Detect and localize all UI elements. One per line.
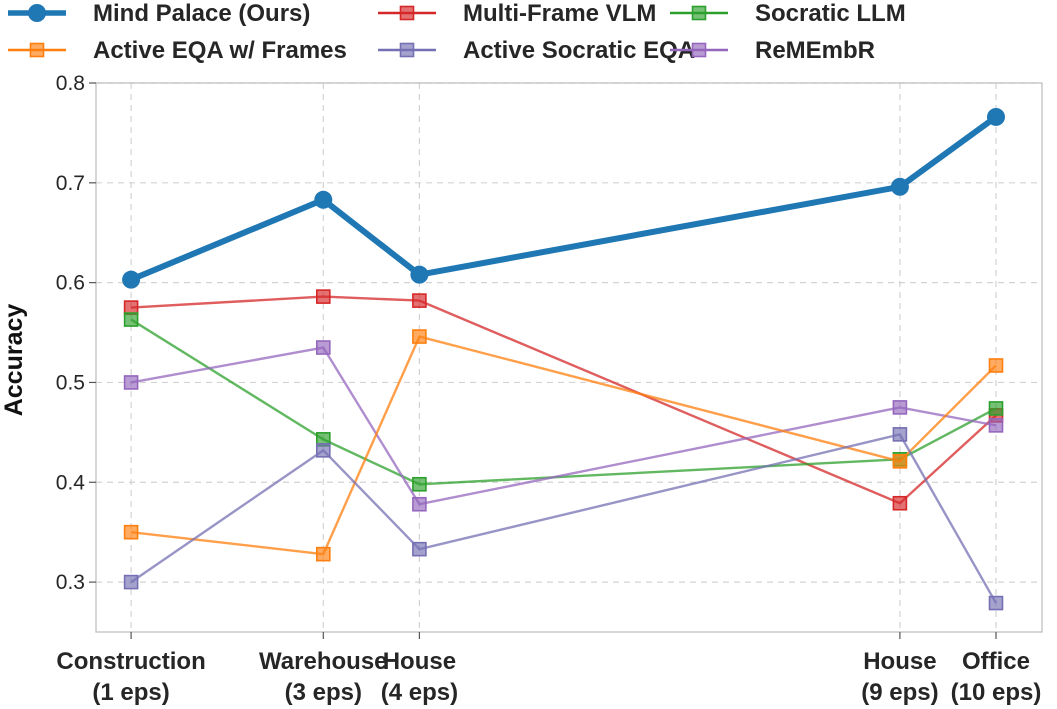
series-mind-palace-ours <box>122 107 1005 289</box>
data-point <box>410 265 429 284</box>
legend-marker <box>399 5 415 21</box>
legend: Mind Palace (Ours) Active EQA w/ Frames Mu… <box>8 0 906 64</box>
data-point <box>412 293 427 308</box>
legend-label: Active EQA w/ Frames <box>93 37 347 64</box>
series <box>122 107 1005 611</box>
y-tick-label: 0.4 <box>56 471 86 494</box>
data-point <box>123 300 139 315</box>
series-socratic-llm <box>123 312 1004 492</box>
x-tick-label: Office <box>962 648 1030 675</box>
legend-entry: Socratic LLM <box>670 0 906 27</box>
data-point <box>122 270 141 289</box>
grid <box>96 82 1042 632</box>
x-tick-label: Warehouse <box>259 648 387 675</box>
legend-entry: Active Socratic EQA <box>378 37 695 64</box>
y-tick-label: 0.5 <box>56 371 85 394</box>
y-axis-title: Accuracy <box>0 304 28 417</box>
data-point <box>315 546 331 562</box>
legend-label: ReMEmbR <box>755 37 875 64</box>
data-point <box>314 190 333 209</box>
series-active-socratic-eqa <box>123 427 1004 611</box>
data-point <box>988 358 1004 373</box>
legend-marker <box>691 42 707 58</box>
data-point <box>988 418 1004 433</box>
legend-entry: Active EQA w/ Frames <box>8 37 347 64</box>
series-active-eqa-w-frames <box>123 329 1004 562</box>
x-tick-label-episodes: (3 eps) <box>285 679 362 706</box>
data-point <box>892 495 908 511</box>
series-line <box>130 318 997 486</box>
data-point <box>988 401 1004 416</box>
data-point <box>892 427 908 442</box>
legend-marker <box>399 42 415 58</box>
data-point <box>412 541 427 557</box>
data-point <box>988 595 1004 611</box>
series-line <box>130 335 997 556</box>
data-point <box>123 574 139 590</box>
y-tick-label: 0.6 <box>56 272 85 295</box>
series-line <box>129 114 998 283</box>
data-point <box>412 329 427 344</box>
y-tick-label: 0.8 <box>56 72 85 95</box>
x-tick-label: House <box>863 648 936 675</box>
data-point <box>412 476 427 492</box>
data-point <box>123 312 139 327</box>
legend-marker <box>691 5 707 21</box>
x-tick-label: Construction <box>56 648 205 675</box>
series-line <box>130 433 998 604</box>
data-point <box>890 177 909 196</box>
legend-label: Active Socratic EQA <box>463 37 695 64</box>
legend-entry: Mind Palace (Ours) <box>8 0 310 27</box>
data-point <box>892 454 908 469</box>
legend-label: Multi-Frame VLM <box>463 0 656 27</box>
data-point <box>123 524 139 540</box>
series-remembr <box>123 340 1004 512</box>
x-tick-label: House <box>383 648 456 675</box>
y-tick-label: 0.7 <box>56 172 85 195</box>
data-point <box>315 340 331 355</box>
x-tick-label-episodes: (9 eps) <box>861 679 938 706</box>
x-tick-label-episodes: (4 eps) <box>381 679 458 706</box>
y-axis: 0.3 0.4 0.5 0.6 0.7 0.8 <box>56 72 96 594</box>
legend-label: Mind Palace (Ours) <box>93 0 310 27</box>
legend-marker <box>29 42 45 58</box>
data-point <box>892 400 908 415</box>
legend-marker <box>28 4 46 22</box>
data-point <box>123 375 139 390</box>
data-point <box>315 443 331 458</box>
data-point <box>412 496 427 512</box>
series-line <box>130 346 997 506</box>
data-point <box>315 289 331 304</box>
legend-label: Socratic LLM <box>755 0 906 27</box>
legend-entry: Multi-Frame VLM <box>378 0 656 27</box>
x-axis: Construction (1 eps) Warehouse (3 eps) House… <box>56 632 1041 706</box>
data-point <box>987 107 1005 126</box>
plot-frame <box>95 82 1043 633</box>
x-tick-label-episodes: (1 eps) <box>92 679 169 706</box>
legend-entry: ReMEmbR <box>670 37 875 64</box>
x-tick-label-episodes: (10 eps) <box>951 679 1042 706</box>
y-tick-label: 0.3 <box>56 571 85 594</box>
